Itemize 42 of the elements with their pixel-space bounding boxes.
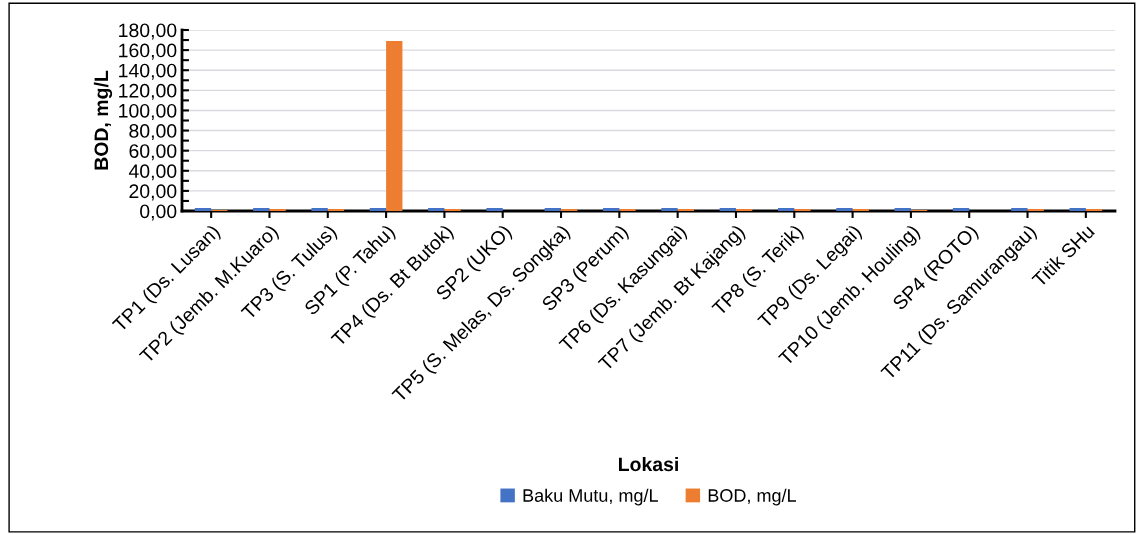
legend-label: Baku Mutu, mg/L <box>523 488 658 506</box>
bar <box>619 208 636 211</box>
bar <box>194 207 212 211</box>
bar <box>269 208 286 211</box>
y-tick-label: 0,00 <box>140 204 177 221</box>
bar <box>852 208 869 211</box>
y-tick-label: 160,00 <box>119 43 177 60</box>
bar <box>386 41 403 211</box>
y-tick-label: 60,00 <box>129 144 177 161</box>
bar <box>327 208 345 211</box>
legend-label: BOD, mg/L <box>708 488 796 506</box>
y-tick-label: 40,00 <box>128 164 177 181</box>
bar <box>952 207 970 211</box>
bar <box>1069 207 1086 211</box>
y-axis-title: BOD, mg/L <box>93 70 113 170</box>
bar <box>311 207 328 211</box>
bar <box>836 207 853 211</box>
x-axis-title: Lokasi <box>619 456 678 472</box>
bar <box>369 207 387 211</box>
bar <box>1011 207 1028 211</box>
y-tick-label: 180,00 <box>119 23 177 40</box>
bar <box>794 208 811 211</box>
bar <box>561 208 578 211</box>
bar <box>486 207 503 211</box>
bar <box>894 207 911 211</box>
y-tick-label: 140,00 <box>119 63 177 80</box>
y-tick-label: 100,00 <box>119 103 177 120</box>
bar <box>603 207 620 211</box>
bar <box>677 208 694 211</box>
y-tick-label: 80,00 <box>129 124 177 141</box>
bar <box>1027 208 1044 211</box>
bar <box>428 207 445 211</box>
bar <box>661 207 678 211</box>
y-tick-label: 20,00 <box>129 184 177 201</box>
bar <box>253 207 270 211</box>
bar <box>544 207 562 211</box>
bar <box>1085 208 1103 211</box>
bar <box>777 207 795 211</box>
y-tick-label: 120,00 <box>119 83 177 100</box>
bar <box>735 208 753 211</box>
bar <box>444 208 461 211</box>
bar <box>719 207 736 211</box>
